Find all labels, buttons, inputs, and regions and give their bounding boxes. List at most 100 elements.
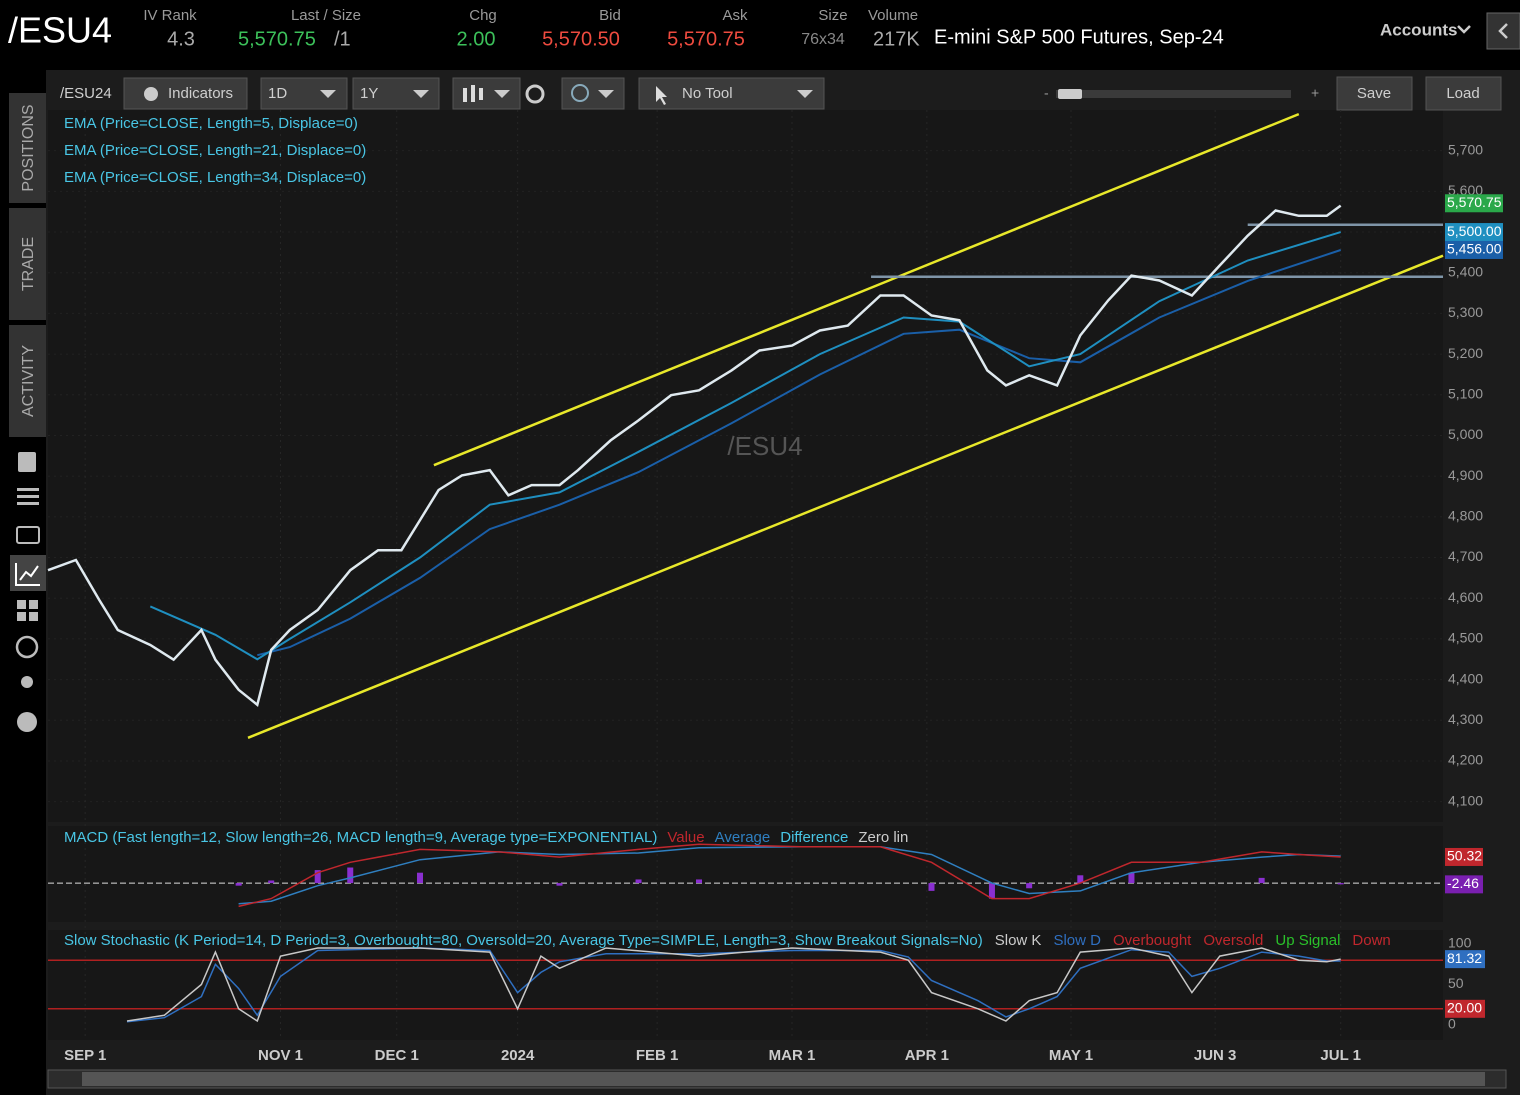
trend-line [247, 254, 1444, 739]
histogram-bar [1128, 872, 1135, 884]
field-label: Bid [599, 7, 621, 24]
legend-item: Slow K [995, 932, 1042, 949]
y-tick-label: 5,700 [1448, 141, 1483, 157]
x-tick-label: 2024 [501, 1047, 535, 1064]
scroll-thumb[interactable] [82, 1072, 1485, 1086]
legend-item: Oversold [1203, 932, 1263, 949]
candle-icon [463, 85, 483, 102]
x-tick-label: FEB 1 [636, 1047, 679, 1064]
x-tick-label: SEP 1 [64, 1047, 106, 1064]
y-tick-label: 4,100 [1448, 792, 1483, 808]
y-tick-label: 0 [1448, 1016, 1456, 1032]
icon[interactable] [17, 488, 39, 491]
ema-line [257, 249, 1342, 657]
load-button[interactable] [1425, 76, 1502, 111]
study-label: Slow Stochastic (K Period=14, D Period=3… [64, 932, 983, 949]
histogram-bar [988, 883, 995, 899]
field-value: 5,570.50 [542, 28, 620, 50]
save-label: Save [1357, 85, 1391, 102]
dropdown-arrow [413, 90, 429, 98]
gear-icon [144, 87, 158, 101]
zoom-out[interactable]: - [1044, 85, 1049, 101]
icon [17, 502, 39, 505]
legend-item: Up Signal [1275, 932, 1340, 949]
value-tag [1445, 847, 1483, 866]
study-label: EMA (Price=CLOSE, Length=21, Displace=0) [64, 142, 366, 159]
tab-label: POSITIONS [20, 104, 37, 191]
histogram-bar [347, 867, 354, 884]
y-tick-label: 4,500 [1448, 630, 1483, 646]
legend-item: Value [667, 829, 704, 846]
y-tick-label: 5,400 [1448, 263, 1483, 279]
aggregation-dropdown[interactable] [260, 77, 348, 110]
tab[interactable] [9, 93, 46, 203]
tab[interactable] [9, 325, 46, 437]
dropdown-arrow [494, 90, 510, 98]
x-tick-label: JUL 1 [1320, 1047, 1361, 1064]
icon[interactable] [15, 635, 39, 659]
y-tick-label: 4,700 [1448, 548, 1483, 564]
icon [29, 612, 38, 621]
x-tick-label: DEC 1 [375, 1047, 419, 1064]
x-tick-label: JUN 3 [1194, 1047, 1237, 1064]
tool-dropdown[interactable] [638, 77, 825, 110]
study-label: EMA (Price=CLOSE, Length=5, Displace=0) [64, 115, 358, 132]
y-tick-label: 4,300 [1448, 711, 1483, 727]
save-button[interactable] [1336, 76, 1413, 111]
value-tag [1445, 950, 1485, 969]
tool-value: No Tool [682, 85, 733, 102]
dropdown-arrow [797, 90, 813, 98]
y-tick-label: 4,200 [1448, 752, 1483, 768]
histogram-bar [268, 880, 275, 884]
tab-label: TRADE [20, 237, 37, 291]
collapse-button[interactable] [1486, 12, 1520, 50]
zoom-track[interactable] [1056, 90, 1291, 98]
value-tag-label: 20.00 [1447, 1000, 1482, 1016]
histogram-bar [417, 872, 423, 884]
dropdown-arrow [598, 90, 614, 98]
legend-item: Average [715, 829, 771, 846]
settings-icon[interactable] [525, 84, 545, 104]
y-tick-label: 5,300 [1448, 304, 1483, 320]
price-pane [48, 110, 1443, 822]
icon [17, 495, 39, 498]
trend-line [433, 112, 1300, 467]
zoom-in[interactable]: + [1311, 85, 1319, 101]
ema-line [47, 204, 1342, 707]
histogram-bar [1077, 875, 1084, 884]
symbol: /ESU4 [8, 10, 112, 51]
dropdown-arrow [320, 90, 336, 98]
histogram-bar [1258, 877, 1265, 884]
histogram-bar [314, 870, 321, 884]
tab-label: ACTIVITY [20, 345, 37, 417]
field-value: 76x34 [801, 31, 845, 48]
zoom-thumb[interactable] [1058, 89, 1082, 99]
load-label: Load [1446, 85, 1479, 102]
field-label: IV Rank [143, 7, 197, 24]
field-value: 217K [873, 28, 920, 50]
help-icon[interactable] [17, 712, 37, 732]
accounts-menu[interactable]: Accounts [1380, 20, 1457, 39]
y-tick-label: 100 [1448, 935, 1472, 951]
tab[interactable] [9, 208, 46, 320]
histogram-bar [556, 883, 563, 886]
stoch-pane [48, 930, 1443, 1040]
field-value: 2.00 [457, 28, 496, 50]
icon[interactable] [18, 452, 36, 472]
slow-k [126, 947, 1341, 1023]
icon[interactable] [17, 600, 26, 609]
price-tag-label: 5,500.00 [1447, 223, 1502, 239]
icon[interactable] [21, 676, 33, 688]
cursor-icon [656, 86, 667, 105]
legend-item: Overbought [1113, 932, 1192, 949]
field-label: Size [818, 7, 847, 24]
axis-strip [1443, 930, 1445, 1040]
x-tick-label: MAR 1 [769, 1047, 816, 1064]
y-tick-label: 4,600 [1448, 589, 1483, 605]
chart-symbol: /ESU24 [60, 85, 112, 102]
icon[interactable] [16, 526, 40, 544]
legend-item: Difference [780, 829, 848, 846]
y-tick-label: 5,000 [1448, 426, 1483, 442]
field-label: Ask [722, 7, 748, 24]
